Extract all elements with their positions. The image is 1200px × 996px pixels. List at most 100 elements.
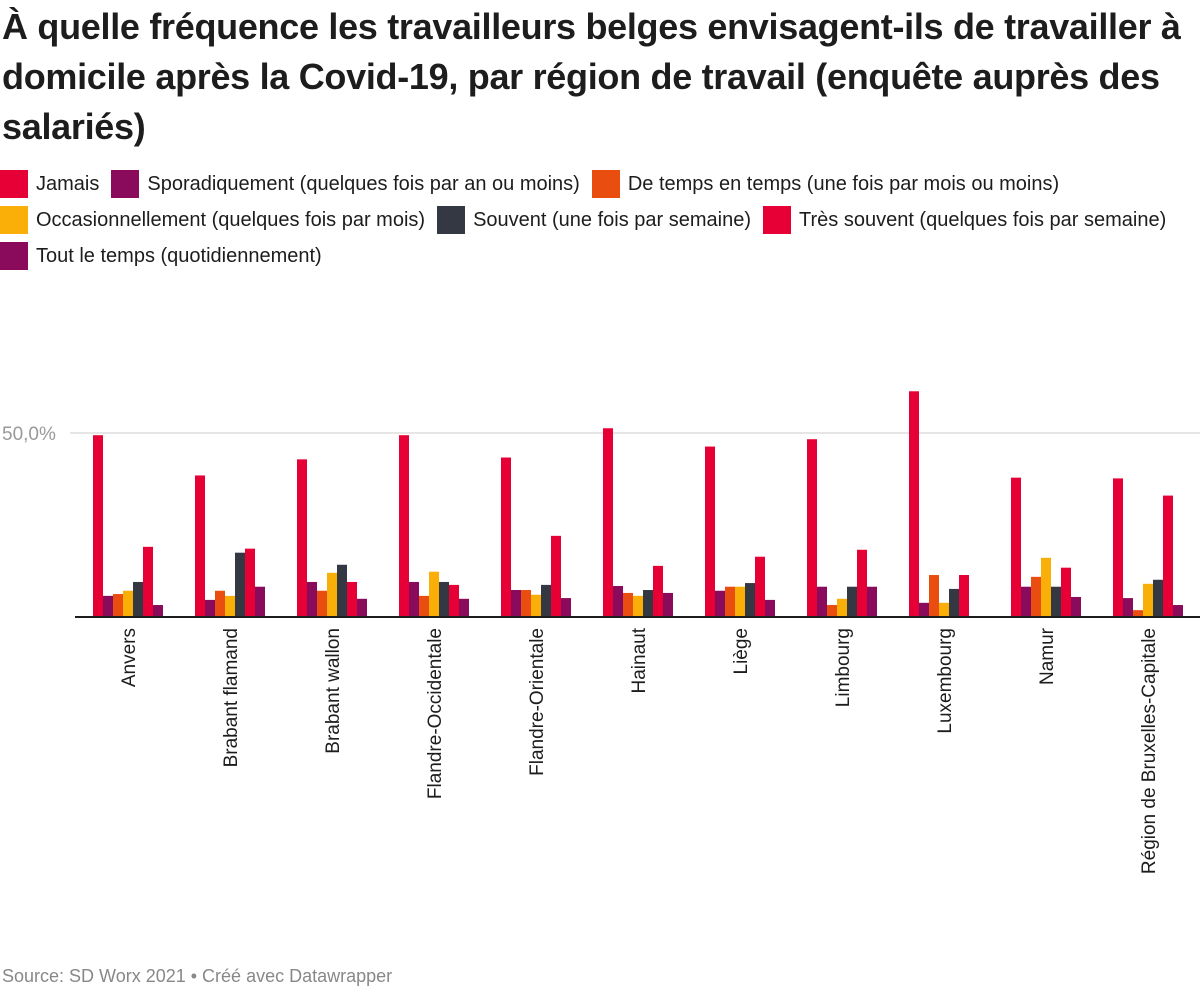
source-note: Source: SD Worx 2021 • Créé avec Datawra… [2, 966, 393, 986]
bar [807, 439, 817, 616]
bar [307, 581, 317, 616]
legend-swatch [0, 206, 28, 234]
x-tick-label: Limbourg [833, 628, 854, 707]
bar [103, 595, 113, 616]
legend-item: Sporadiquement (quelques fois par an ou … [111, 170, 580, 198]
bar-chart: 50,0% Anvers Brabant flamand Brabant wallon… [2, 391, 1200, 874]
bar [1011, 477, 1021, 616]
legend-item: Très souvent (quelques fois par semaine) [763, 206, 1166, 234]
bar [133, 581, 143, 616]
bar [1031, 576, 1041, 616]
bar [745, 583, 755, 616]
x-tick-label: Hainaut [629, 627, 650, 693]
bar [623, 592, 633, 616]
bar [755, 556, 765, 616]
bar [205, 599, 215, 616]
bar [113, 594, 123, 616]
x-tick-label: Flandre-Occidentale [425, 628, 446, 799]
bar [1051, 586, 1061, 616]
x-tick-label: Liège [731, 628, 752, 675]
bar [1163, 495, 1173, 616]
bar [531, 594, 541, 616]
legend-item: Tout le temps (quotidiennement) [0, 242, 322, 270]
bar [521, 590, 531, 616]
legend-item: De temps en temps (une fois par mois ou … [591, 170, 1060, 198]
bar [919, 602, 929, 616]
bar [837, 598, 847, 616]
bar [541, 584, 551, 616]
bar [93, 435, 103, 616]
bar [317, 590, 327, 616]
bar [419, 595, 429, 616]
bar [817, 586, 827, 616]
x-tick-label: Namur [1037, 627, 1058, 685]
bar [245, 548, 255, 616]
bar [347, 581, 357, 616]
bar [123, 590, 133, 616]
legend-swatch [0, 170, 28, 198]
bar [1133, 610, 1143, 616]
bar [357, 598, 367, 616]
legend-label: Souvent (une fois par semaine) [473, 209, 752, 231]
bar [1173, 605, 1183, 616]
bar [857, 549, 867, 616]
bar [643, 590, 653, 616]
bar [847, 586, 857, 616]
bar [827, 605, 837, 616]
legend-swatch [437, 206, 466, 234]
bar [909, 391, 919, 616]
legend-label: Occasionnellement (quelques fois par moi… [36, 209, 426, 231]
chart-title: À quelle fréquence les travailleurs belg… [2, 6, 1181, 147]
bar [715, 590, 725, 616]
bar [867, 586, 877, 616]
x-tick-label: Anvers [119, 628, 140, 687]
legend-swatch [111, 170, 140, 198]
bar [459, 598, 469, 616]
legend-label: Très souvent (quelques fois par semaine) [799, 209, 1167, 231]
legend-item: Occasionnellement (quelques fois par moi… [0, 206, 425, 234]
bar [409, 581, 419, 616]
bar [1071, 596, 1081, 616]
legend-item: Souvent (une fois par semaine) [437, 206, 751, 234]
x-tick-label: Flandre-Orientale [527, 628, 548, 776]
bar [551, 535, 561, 616]
legend-swatch [0, 242, 28, 270]
x-tick-label: Luxembourg [935, 628, 956, 734]
bar [297, 459, 307, 616]
bar [337, 564, 347, 616]
bar [1153, 579, 1163, 616]
bar [439, 581, 449, 616]
bar [613, 585, 623, 616]
bar [939, 602, 949, 616]
bar [735, 586, 745, 616]
legend-label: Sporadiquement (quelques fois par an ou … [147, 173, 580, 195]
bar [195, 475, 205, 616]
bar [561, 598, 571, 616]
bar [929, 575, 939, 616]
bar [1041, 557, 1051, 616]
bar [225, 595, 235, 616]
bar [429, 571, 439, 616]
bar [215, 590, 225, 616]
bar [1061, 567, 1071, 616]
legend-swatch [763, 206, 792, 234]
bar [663, 592, 673, 616]
bar [255, 586, 265, 616]
bar [327, 572, 337, 616]
bar [705, 446, 715, 616]
bar [511, 590, 521, 616]
bar [765, 599, 775, 616]
x-tick-label: Brabant flamand [221, 628, 242, 767]
bar [653, 565, 663, 616]
bar [449, 584, 459, 616]
y-tick-label: 50,0% [2, 424, 56, 445]
bar [153, 605, 163, 616]
legend-item: Jamais [0, 170, 99, 198]
legend-swatch [591, 170, 620, 198]
legend-label: De temps en temps (une fois par mois ou … [627, 173, 1060, 195]
x-tick-label: Région de Bruxelles-Capitale [1139, 628, 1160, 874]
bar [603, 428, 613, 616]
legend: Jamais Sporadiquement (quelques fois par … [0, 170, 1200, 270]
bar [143, 546, 153, 616]
bar [1123, 598, 1133, 616]
